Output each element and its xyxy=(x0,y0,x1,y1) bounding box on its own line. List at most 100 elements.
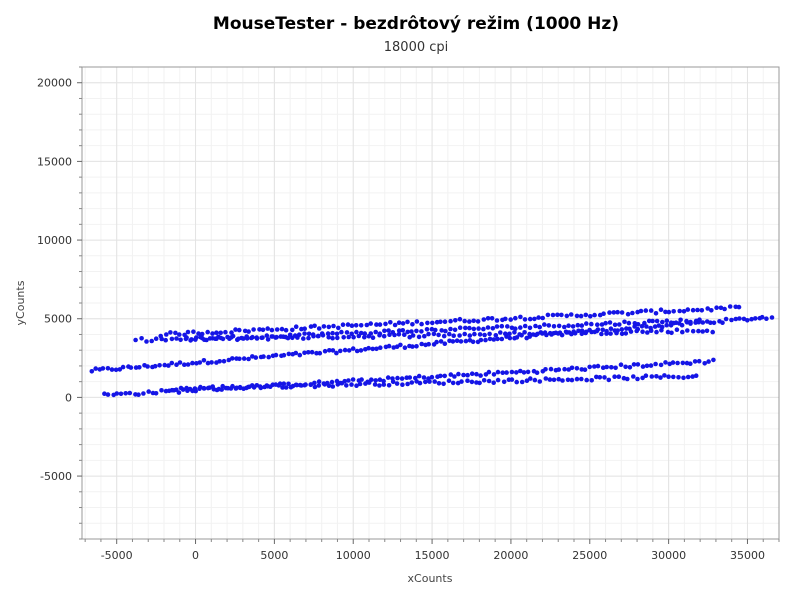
data-point xyxy=(666,309,672,315)
data-point xyxy=(650,318,655,324)
data-point xyxy=(527,325,533,331)
data-point xyxy=(192,386,198,391)
data-point xyxy=(201,385,207,391)
data-point xyxy=(409,380,415,385)
data-point xyxy=(566,323,571,329)
data-point xyxy=(498,330,503,335)
data-point xyxy=(105,366,111,371)
data-point xyxy=(753,316,758,321)
data-point xyxy=(350,377,356,382)
data-point xyxy=(681,375,686,381)
data-point xyxy=(500,370,506,376)
data-point xyxy=(543,376,549,381)
data-point xyxy=(410,322,415,327)
data-point xyxy=(400,328,406,333)
data-point xyxy=(410,344,415,349)
data-point xyxy=(640,364,646,369)
data-point xyxy=(604,331,609,336)
data-point xyxy=(481,317,487,322)
data-point xyxy=(664,322,669,328)
data-point xyxy=(216,386,222,392)
data-point xyxy=(521,370,527,375)
data-point xyxy=(302,331,307,336)
data-point xyxy=(706,359,711,364)
data-point xyxy=(692,359,698,364)
data-point xyxy=(623,331,629,336)
data-point xyxy=(230,383,235,389)
data-point xyxy=(326,383,332,389)
data-point xyxy=(381,378,386,384)
data-point xyxy=(452,327,458,333)
data-point xyxy=(416,373,422,379)
data-point xyxy=(459,379,464,384)
data-point xyxy=(574,376,580,382)
data-point xyxy=(575,322,581,328)
data-point xyxy=(281,352,287,358)
data-point xyxy=(639,324,645,329)
data-point xyxy=(450,339,456,344)
x-tick-label: -5000 xyxy=(101,549,133,562)
data-point xyxy=(185,329,191,335)
data-point xyxy=(700,320,706,325)
data-point xyxy=(699,308,705,313)
data-point xyxy=(196,331,201,336)
data-point xyxy=(448,372,454,377)
data-point xyxy=(644,324,649,329)
data-point xyxy=(442,341,448,347)
data-point xyxy=(503,331,508,337)
data-point xyxy=(562,324,567,330)
data-point xyxy=(288,384,294,390)
data-point xyxy=(322,348,328,354)
data-point xyxy=(737,316,742,321)
data-point xyxy=(451,333,457,339)
data-point xyxy=(457,325,463,331)
data-point xyxy=(247,384,252,390)
data-point xyxy=(198,334,203,340)
data-point xyxy=(432,379,438,384)
data-point xyxy=(507,335,513,341)
data-point xyxy=(710,329,715,335)
data-point xyxy=(597,375,603,380)
data-point xyxy=(191,329,196,335)
data-point xyxy=(335,335,340,341)
data-point xyxy=(503,316,508,322)
data-point xyxy=(702,361,707,366)
data-point xyxy=(587,364,592,370)
data-point xyxy=(173,330,178,336)
data-point xyxy=(666,374,671,380)
data-point xyxy=(491,380,497,386)
data-point xyxy=(517,332,522,337)
data-point xyxy=(582,367,588,373)
data-point xyxy=(190,360,195,366)
data-point xyxy=(390,379,396,385)
data-point xyxy=(225,385,231,391)
data-point xyxy=(532,316,537,322)
data-point xyxy=(583,312,589,318)
data-point xyxy=(396,332,402,337)
data-point xyxy=(283,385,289,390)
data-point xyxy=(634,328,639,334)
data-point xyxy=(696,328,701,334)
data-point xyxy=(162,362,167,368)
data-point xyxy=(193,337,198,342)
data-point xyxy=(556,323,562,329)
data-point xyxy=(441,381,446,387)
data-point xyxy=(354,383,359,389)
data-point xyxy=(486,378,492,384)
data-point xyxy=(564,313,570,319)
data-point xyxy=(266,354,272,360)
data-point xyxy=(671,374,676,380)
data-point xyxy=(654,374,659,379)
data-point xyxy=(589,321,594,327)
data-point xyxy=(230,356,235,361)
data-point xyxy=(527,316,533,322)
data-point xyxy=(453,318,458,323)
data-point xyxy=(334,331,340,337)
data-point xyxy=(627,365,633,370)
data-point xyxy=(128,365,134,370)
data-point xyxy=(354,329,359,335)
data-point xyxy=(434,339,439,345)
data-point xyxy=(592,364,597,369)
data-point xyxy=(619,327,625,332)
x-axis: -5000 0 5000 10000 15000 20000 25000 30000 35000 xyxy=(84,539,780,562)
